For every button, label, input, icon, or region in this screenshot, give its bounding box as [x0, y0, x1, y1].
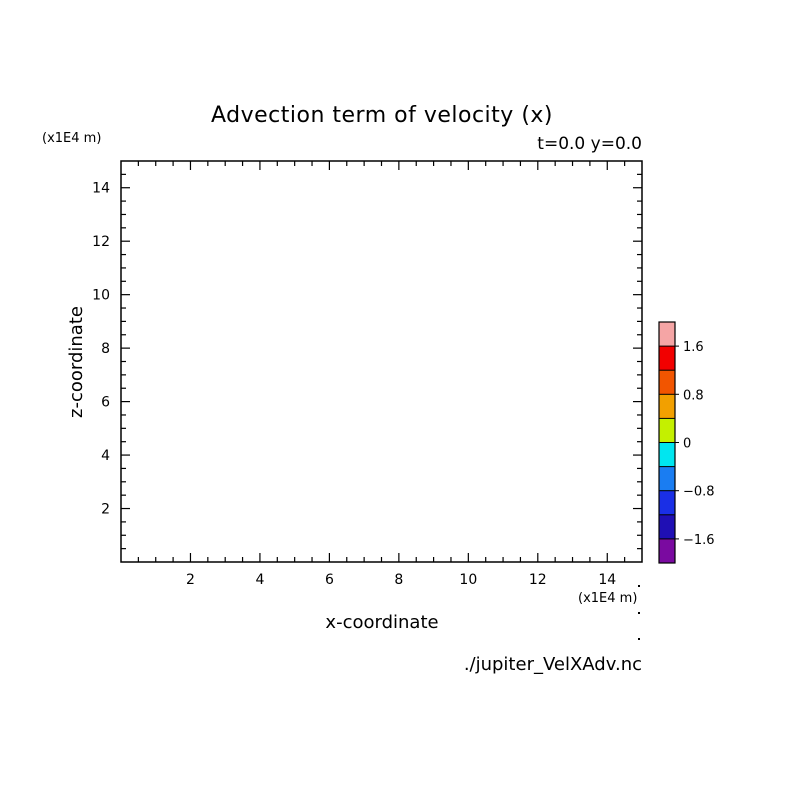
colorbar-segment — [659, 418, 675, 443]
colorbar-segment — [659, 322, 675, 347]
x-tick-label: 14 — [598, 572, 616, 588]
x-unit-label: (x1E4 m) — [578, 591, 637, 606]
decor-dots — [638, 585, 640, 640]
colorbar-segment — [659, 442, 675, 467]
y-tick-label: 8 — [101, 341, 110, 357]
x-tick-label: 10 — [459, 572, 477, 588]
colorbar-segment — [659, 466, 675, 491]
x-tick-label: 6 — [325, 572, 334, 588]
x-tick-label: 12 — [529, 572, 547, 588]
axis-ticks — [121, 161, 642, 562]
y-tick-label: 10 — [92, 288, 110, 304]
colorbar-segment — [659, 514, 675, 539]
y-tick-label: 2 — [101, 502, 110, 518]
plot-frame — [120, 160, 643, 563]
chart-subtitle: t=0.0 y=0.0 — [537, 134, 642, 154]
colorbar-segment — [659, 490, 675, 515]
colorbar-tick-label: −0.8 — [683, 485, 715, 500]
y-tick-label: 14 — [92, 181, 110, 197]
y-axis-label: z-coordinate — [66, 306, 87, 418]
x-tick-label: 2 — [186, 572, 195, 588]
x-tick-label: 8 — [394, 572, 403, 588]
colorbar-tick-label: −1.6 — [683, 533, 715, 548]
y-tick-label: 6 — [101, 395, 110, 411]
x-tick-label: 4 — [255, 572, 264, 588]
colorbar-segment — [659, 538, 675, 563]
y-tick-label: 12 — [92, 234, 110, 250]
axis-tick-labels: 2 4 6 8 10 12 14 2 4 6 8 10 12 14 — [92, 181, 616, 588]
colorbar-tick-label: 0 — [683, 437, 691, 452]
colorbar: −1.6 −0.8 0 0.8 1.6 — [658, 321, 715, 564]
colorbar-tick-label: 1.6 — [683, 340, 704, 355]
chart-title: Advection term of velocity (x) — [211, 103, 553, 128]
source-file-label: ./jupiter_VelXAdv.nc — [464, 654, 642, 675]
y-unit-label: (x1E4 m) — [42, 131, 101, 146]
x-axis-label: x-coordinate — [325, 612, 438, 633]
y-tick-label: 4 — [101, 448, 110, 464]
colorbar-segment — [659, 346, 675, 371]
colorbar-segment — [659, 370, 675, 395]
colorbar-segment — [659, 394, 675, 419]
colorbar-tick-label: 0.8 — [683, 388, 704, 403]
